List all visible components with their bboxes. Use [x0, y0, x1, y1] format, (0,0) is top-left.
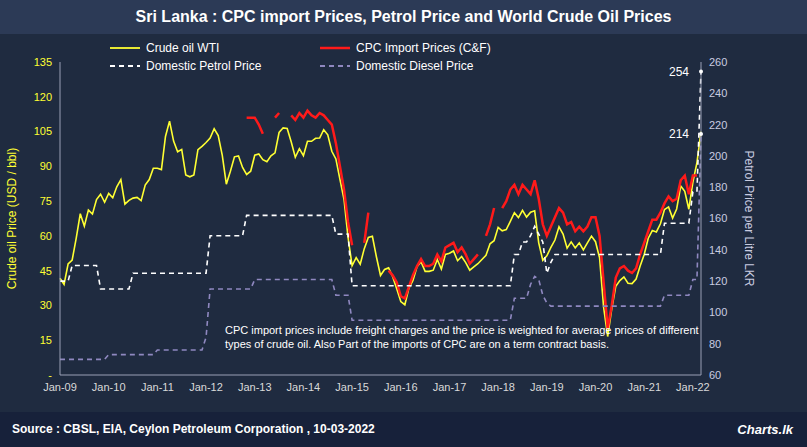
svg-text:Jan-11: Jan-11 [141, 381, 174, 393]
html-text:Domestic Diesel Price: Domestic Diesel Price [356, 59, 474, 73]
svg-text:Jan-19: Jan-19 [530, 381, 564, 393]
svg-text:45: 45 [40, 265, 52, 277]
html-text:CPC import prices include frei: CPC import prices include freight charge… [225, 324, 699, 350]
html-text:Charts.lk: Charts.lk [737, 422, 793, 437]
svg-text:100: 100 [709, 306, 727, 318]
svg-text:Jan-13: Jan-13 [238, 381, 272, 393]
html-text:Domestic Petrol Price: Domestic Petrol Price [146, 59, 262, 73]
svg-text:220: 220 [709, 119, 727, 131]
svg-text:160: 160 [709, 212, 727, 224]
svg-text:Jan-17: Jan-17 [433, 381, 467, 393]
svg-text:Jan-16: Jan-16 [384, 381, 418, 393]
svg-text:60: 60 [40, 230, 52, 242]
svg-text:30: 30 [40, 299, 52, 311]
svg-text:240: 240 [709, 87, 727, 99]
svg-text:Jan-15: Jan-15 [335, 381, 369, 393]
svg-text:254: 254 [669, 65, 689, 79]
svg-text:105: 105 [34, 125, 52, 137]
svg-text:Jan-09: Jan-09 [43, 381, 77, 393]
svg-text:75: 75 [40, 195, 52, 207]
svg-text:120: 120 [709, 275, 727, 287]
svg-text:60: 60 [709, 369, 721, 381]
svg-text:Crude oil Price (USD / bbl): Crude oil Price (USD / bbl) [8, 148, 19, 289]
html-text:CPC Import Prices (C&F): CPC Import Prices (C&F) [356, 41, 491, 55]
svg-text:135: 135 [34, 56, 52, 68]
svg-text:80: 80 [709, 338, 721, 350]
svg-text:90: 90 [40, 160, 52, 172]
html-text:Source : CBSL, EIA, Ceylon Pet: Source : CBSL, EIA, Ceylon Petroleum Cor… [12, 422, 375, 436]
svg-text:Jan-22: Jan-22 [676, 381, 710, 393]
svg-text:Jan-21: Jan-21 [627, 381, 661, 393]
svg-text:Petrol Price per Litre LKR: Petrol Price per Litre LKR [742, 150, 756, 286]
svg-text:Jan-18: Jan-18 [481, 381, 515, 393]
svg-text:Jan-14: Jan-14 [287, 381, 321, 393]
svg-text:Jan-10: Jan-10 [92, 381, 126, 393]
svg-text:140: 140 [709, 244, 727, 256]
svg-text:260: 260 [709, 56, 727, 68]
svg-text:214: 214 [669, 127, 689, 141]
html-text:Crude oil WTI: Crude oil WTI [146, 41, 220, 55]
svg-text:180: 180 [709, 181, 727, 193]
svg-text:-: - [48, 369, 52, 381]
svg-text:15: 15 [40, 334, 52, 346]
svg-text:120: 120 [34, 91, 52, 103]
svg-text:200: 200 [709, 150, 727, 162]
svg-text:Jan-20: Jan-20 [579, 381, 613, 393]
html-text:Sri Lanka : CPC import Prices,: Sri Lanka : CPC import Prices, Petrol Pr… [135, 8, 672, 25]
svg-text:Jan-12: Jan-12 [189, 381, 223, 393]
